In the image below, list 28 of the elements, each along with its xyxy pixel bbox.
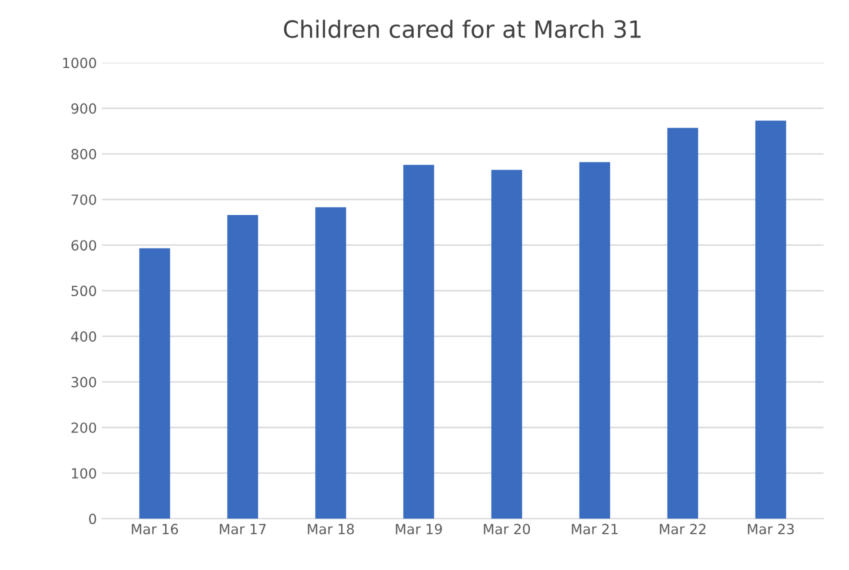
x-tick-label: Mar 18 (308, 524, 354, 534)
y-tick-label: 400 (71, 331, 96, 342)
y-tick-label: 0 (89, 514, 96, 524)
x-tick-label: Mar 21 (572, 524, 618, 534)
x-tick-label: Mar 17 (220, 524, 266, 534)
y-tick-label: 900 (71, 103, 96, 114)
y-tick-label: 800 (71, 148, 96, 160)
x-tick-label: Mar 16 (132, 524, 178, 534)
x-tick-label: Mar 19 (396, 524, 442, 534)
bar (755, 120, 786, 519)
x-tick-label: Mar 22 (660, 524, 706, 534)
y-tick-label: 1000 (63, 58, 96, 68)
y-tick-label: 300 (72, 376, 96, 388)
bar (579, 162, 610, 519)
bar (315, 207, 346, 519)
bar (667, 128, 698, 519)
y-tick-label: 600 (71, 240, 96, 251)
bar (139, 248, 170, 519)
y-tick-label: 500 (72, 286, 96, 296)
y-tick-label: 100 (72, 468, 96, 479)
x-tick-label: Mar 20 (484, 524, 530, 534)
x-tick-label: Mar 23 (748, 524, 794, 534)
y-tick-label: 200 (72, 422, 96, 433)
chart-title: Children cared for at March 31 (284, 20, 641, 38)
bar (403, 164, 434, 519)
y-tick-label: 700 (72, 194, 96, 205)
bar (227, 215, 258, 519)
bar (491, 170, 522, 519)
